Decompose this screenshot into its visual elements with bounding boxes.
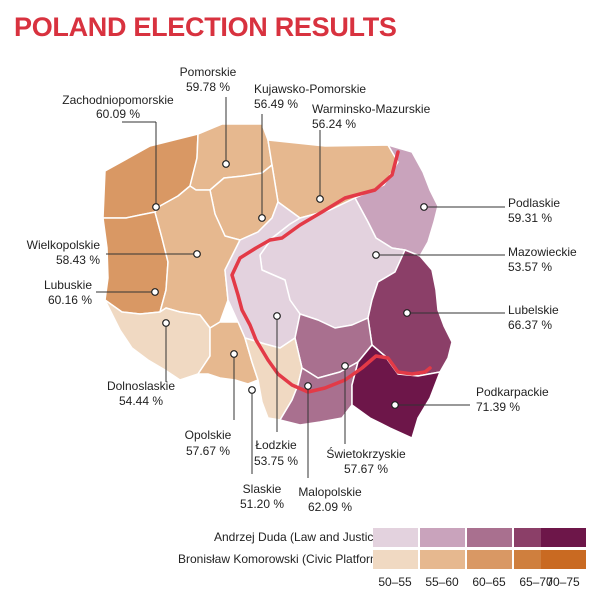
marker-malopolskie — [304, 382, 312, 390]
region-malopolskie[interactable] — [279, 361, 359, 426]
marker-wielkopolskie — [193, 250, 201, 258]
swatch-komorowski-70-75 — [541, 550, 586, 569]
label-value-lodzkie: 53.75 % — [254, 454, 298, 468]
legend-bin-50-55: 50–55 — [378, 575, 412, 589]
east-west-divide-line — [230, 150, 432, 394]
label-name-slaskie: Slaskie — [243, 482, 282, 496]
legend-bin-70-75: 70–75 — [546, 575, 580, 589]
marker-lubelskie — [403, 309, 411, 317]
label-name-zachodniopomorskie: Zachodniopomorskie — [62, 93, 174, 107]
label-value-wielkopolskie: 58.43 % — [56, 253, 100, 267]
region-lubuskie[interactable] — [102, 211, 169, 315]
label-value-lubelskie: 66.37 % — [508, 318, 552, 332]
label-name-malopolskie: Malopolskie — [298, 485, 362, 499]
label-value-dolnoslaskie: 54.44 % — [119, 394, 163, 408]
swatch-komorowski-50-55 — [373, 550, 418, 569]
marker-kujawsko-pomorskie — [258, 214, 266, 222]
legend-bin-60-65: 60–65 — [472, 575, 506, 589]
legend-label-duda: Andrzej Duda (Law and Justice) — [214, 530, 385, 544]
swatch-duda-55-60 — [420, 528, 465, 547]
label-value-warminsko-mazurskie: 56.24 % — [312, 117, 356, 131]
label-name-pomorskie: Pomorskie — [180, 65, 237, 79]
label-value-zachodniopomorskie: 60.09 % — [96, 107, 140, 121]
label-value-swietokrzyskie: 57.67 % — [344, 462, 388, 476]
swatch-duda-50-55 — [373, 528, 418, 547]
swatch-komorowski-55-60 — [420, 550, 465, 569]
label-value-podlaskie: 59.31 % — [508, 211, 552, 225]
marker-podkarpackie — [391, 401, 399, 409]
label-value-lubuskie: 60.16 % — [48, 293, 92, 307]
label-name-mazowieckie: Mazowieckie — [508, 245, 577, 259]
label-name-lubelskie: Lubelskie — [508, 303, 559, 317]
swatch-komorowski-60-65 — [467, 550, 512, 569]
label-value-mazowieckie: 53.57 % — [508, 260, 552, 274]
regions-layer — [102, 123, 453, 439]
marker-slaskie — [248, 386, 256, 394]
map-title: POLAND ELECTION RESULTS — [14, 12, 397, 42]
label-value-opolskie: 57.67 % — [186, 444, 230, 458]
marker-zachodniopomorskie — [152, 203, 160, 211]
label-name-podkarpackie: Podkarpackie — [476, 385, 549, 399]
label-name-wielkopolskie: Wielkopolskie — [27, 238, 101, 252]
label-name-kujawsko-pomorskie: Kujawsko-Pomorskie — [254, 82, 366, 96]
marker-opolskie — [230, 350, 238, 358]
region-opolskie[interactable] — [197, 321, 259, 385]
legend-label-komorowski: Bronisław Komorowski (Civic Platform) — [178, 552, 385, 566]
label-name-swietokrzyskie: Świetokrzyskie — [326, 446, 406, 461]
swatch-duda-60-65 — [467, 528, 512, 547]
label-name-warminsko-mazurskie: Warminsko-Mazurskie — [312, 102, 431, 116]
label-value-malopolskie: 62.09 % — [308, 500, 352, 514]
label-value-podkarpackie: 71.39 % — [476, 400, 520, 414]
region-labels: Zachodniopomorskie 60.09 % Pomorskie 59.… — [27, 65, 577, 514]
label-name-podlaskie: Podlaskie — [508, 196, 560, 210]
label-name-dolnoslaskie: Dolnoslaskie — [107, 379, 175, 393]
label-value-kujawsko-pomorskie: 56.49 % — [254, 97, 298, 111]
swatch-duda-70-75 — [541, 528, 586, 547]
marker-lodzkie — [273, 312, 281, 320]
label-name-lodzkie: Łodzkie — [255, 438, 297, 452]
legend-bin-65-70: 65–70 — [519, 575, 553, 589]
marker-podlaskie — [420, 203, 428, 211]
marker-warminsko-mazurskie — [316, 195, 324, 203]
marker-dolnoslaskie — [162, 319, 170, 327]
marker-mazowieckie — [372, 251, 380, 259]
region-markers — [151, 160, 428, 409]
poland-map: Zachodniopomorskie 60.09 % Pomorskie 59.… — [27, 65, 577, 514]
legend-bin-55-60: 55–60 — [425, 575, 459, 589]
leader-lines — [96, 97, 505, 478]
label-value-slaskie: 51.20 % — [240, 497, 284, 511]
label-value-pomorskie: 59.78 % — [186, 80, 230, 94]
label-name-opolskie: Opolskie — [185, 428, 232, 442]
marker-pomorskie — [222, 160, 230, 168]
label-name-lubuskie: Lubuskie — [44, 278, 92, 292]
marker-swietokrzyskie — [341, 362, 349, 370]
marker-lubuskie — [151, 288, 159, 296]
